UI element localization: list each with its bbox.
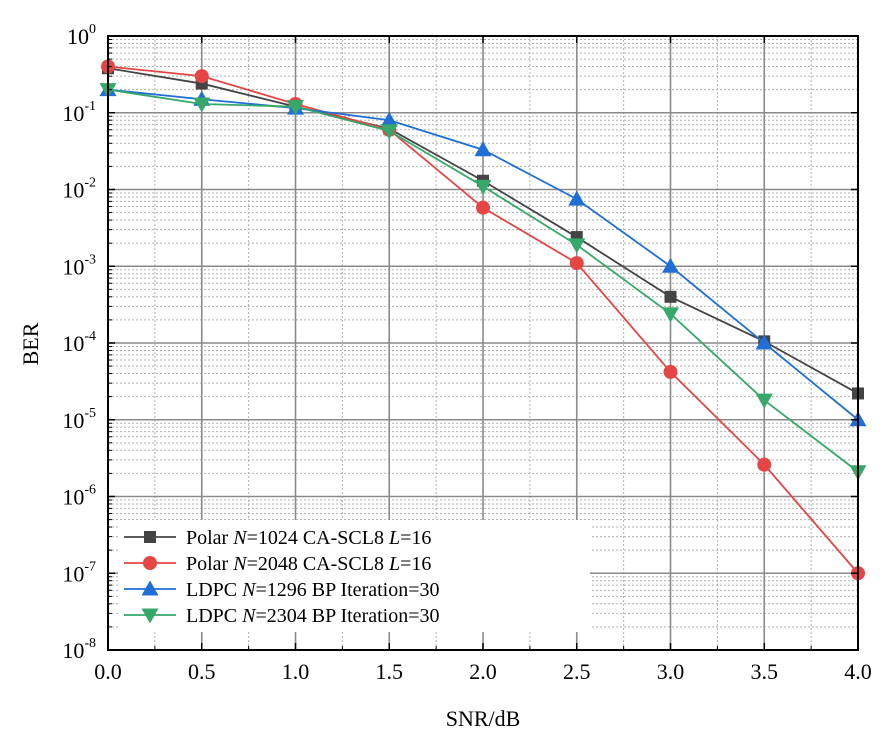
y-tick-label: 10-6 [62,483,96,510]
legend-label: LDPC N=2304 BP Iteration=30 [186,605,440,627]
y-axis-label: BER [18,322,43,365]
data-point [568,238,586,254]
data-point [476,200,490,215]
y-tick-exponent: -4 [84,329,96,344]
x-tick-label: 2.5 [563,659,591,684]
data-point [662,307,679,323]
y-tick-base: 10 [67,24,89,49]
y-tick-base: 10 [62,331,84,356]
y-tick-exponent: -7 [84,559,96,574]
legend-label-part: Polar [186,527,233,549]
legend-item-2: Polar N=2048 CA-SCL8 L=16 [124,553,431,575]
legend-box [118,520,590,632]
data-point [380,124,398,140]
y-tick-base: 10 [62,408,84,433]
legend-label: Polar N=1024 CA-SCL8 L=16 [186,527,431,549]
x-tick-label: 3.0 [657,659,685,684]
y-tick-exponent: -2 [84,176,96,191]
legend-label-part: LDPC [186,605,242,627]
legend-label-part: =1296 BP Iteration=30 [255,579,439,601]
data-point [755,334,773,350]
y-tick-base: 10 [62,485,84,510]
legend-label-part: L [388,553,400,575]
data-point [380,111,398,127]
x-tick-label: 4.0 [844,659,872,684]
legend-label-part: N [232,553,248,575]
y-tick-label: 10-8 [62,636,96,663]
data-point [474,141,492,157]
y-tick-label: 10-4 [62,329,96,356]
y-tick-exponent: -8 [84,636,96,651]
legend-label-part: =16 [400,527,431,549]
data-point [474,179,492,195]
x-tick-label: 3.5 [751,659,779,684]
data-point [757,457,772,472]
legend-label-part: L [388,527,400,549]
y-tick-label: 10-2 [62,176,96,203]
x-tick-label: 2.0 [469,659,497,684]
y-tick-label: 10-1 [62,99,96,126]
legend-label-part: =1024 CA-SCL8 [247,527,389,549]
y-tick-label: 100 [67,22,96,49]
data-point [569,256,584,271]
data-point [662,257,679,273]
legend-label-part: =16 [400,553,431,575]
data-point [287,100,304,116]
series-layer [99,59,867,581]
legend-marker [144,531,156,543]
legend-marker [143,556,157,570]
data-point [194,69,209,84]
x-tick-label: 1.0 [282,659,310,684]
y-tick-base: 10 [62,254,84,279]
y-tick-exponent: -5 [84,406,96,421]
legend-label: Polar N=2048 CA-SCL8 L=16 [186,553,431,575]
data-point [663,364,678,379]
data-point [193,97,211,113]
legend-marker [141,580,159,596]
y-tick-label: 10-3 [62,252,96,279]
y-tick-exponent: -6 [84,483,96,498]
y-tick-exponent: -1 [84,99,96,114]
legend-label-part: N [241,605,257,627]
y-tick-exponent: 0 [89,22,96,37]
legend-item-1: Polar N=1024 CA-SCL8 L=16 [124,527,431,549]
axes: 0.0 0.5 1.0 1.5 2.0 2.5 3.0 3.5 4.010010-110-210… [62,22,871,684]
x-tick-label: 1.5 [376,659,404,684]
legend-label-part: N [232,527,248,549]
y-tick-base: 10 [62,638,84,663]
legend-label-part: Polar [186,553,233,575]
y-tick-label: 10-5 [62,406,96,433]
legend-label-part: N [241,579,257,601]
series-2 [101,59,865,581]
legend-label-part: =2304 BP Iteration=30 [255,605,439,627]
legend-label-part: LDPC [186,579,242,601]
data-point [664,290,677,303]
y-tick-label: 10-7 [62,559,96,586]
legend-label: LDPC N=1296 BP Iteration=30 [186,579,440,601]
legend-item-3: LDPC N=1296 BP Iteration=30 [124,579,440,601]
legend-item-4: LDPC N=2304 BP Iteration=30 [124,605,440,627]
x-tick-label: 0.5 [188,659,216,684]
x-tick-label: 0.0 [94,659,122,684]
y-tick-base: 10 [62,178,84,203]
series-4 [99,83,867,481]
y-tick-base: 10 [62,561,84,586]
legend-label-part: =2048 CA-SCL8 [247,553,389,575]
legend-marker [141,608,159,624]
y-tick-exponent: -3 [84,252,96,267]
x-axis-label: SNR/dB [446,706,521,731]
data-point [568,190,586,206]
y-tick-base: 10 [62,101,84,126]
data-point [755,393,773,409]
